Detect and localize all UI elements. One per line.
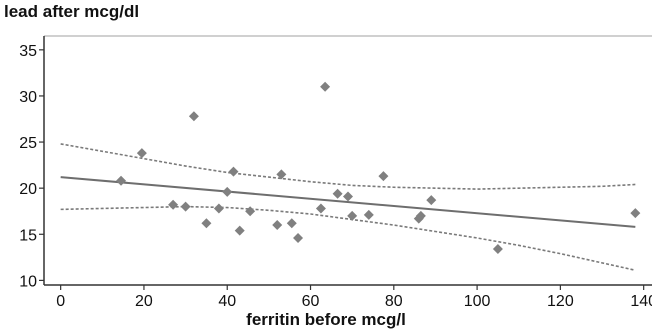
data-point — [415, 210, 426, 221]
data-point — [276, 169, 287, 180]
data-point — [293, 232, 304, 243]
data-point — [188, 111, 199, 122]
data-point — [363, 209, 374, 220]
y-tick-label: 10 — [19, 273, 37, 290]
data-point — [180, 201, 191, 212]
y-tick-label: 35 — [19, 43, 37, 60]
y-tick-label: 15 — [19, 227, 37, 244]
x-tick-label: 0 — [56, 293, 65, 310]
data-point — [234, 225, 245, 236]
x-tick-label: 100 — [464, 293, 491, 310]
data-point — [426, 195, 437, 206]
data-point — [201, 218, 212, 229]
x-tick-label: 80 — [385, 293, 403, 310]
data-point — [332, 188, 343, 199]
x-axis-title: ferritin before mcg/l — [246, 310, 406, 329]
y-axis-title: lead after mcg/dl — [4, 2, 140, 21]
data-point — [630, 208, 641, 219]
data-point — [492, 244, 503, 255]
x-tick-label: 60 — [302, 293, 320, 310]
data-point — [245, 206, 256, 217]
regression-line — [60, 176, 636, 228]
data-point — [286, 218, 297, 229]
x-tick-label: 120 — [547, 293, 574, 310]
y-tick-label: 20 — [19, 181, 37, 198]
data-point — [228, 166, 239, 177]
data-point — [272, 220, 283, 231]
data-point — [320, 81, 331, 92]
confidence-band-line — [60, 143, 636, 190]
y-tick-label: 25 — [19, 135, 37, 152]
data-point — [116, 175, 127, 186]
data-point — [222, 186, 233, 197]
x-tick-label: 20 — [135, 293, 153, 310]
x-tick-label: 140 — [630, 293, 652, 310]
data-point — [378, 171, 389, 182]
y-tick-label: 30 — [19, 89, 37, 106]
data-point — [347, 210, 358, 221]
data-point — [343, 191, 353, 202]
data-point — [168, 199, 179, 210]
x-tick-label: 40 — [218, 293, 236, 310]
data-point — [315, 203, 326, 214]
data-point — [136, 148, 147, 159]
data-point — [213, 203, 224, 214]
